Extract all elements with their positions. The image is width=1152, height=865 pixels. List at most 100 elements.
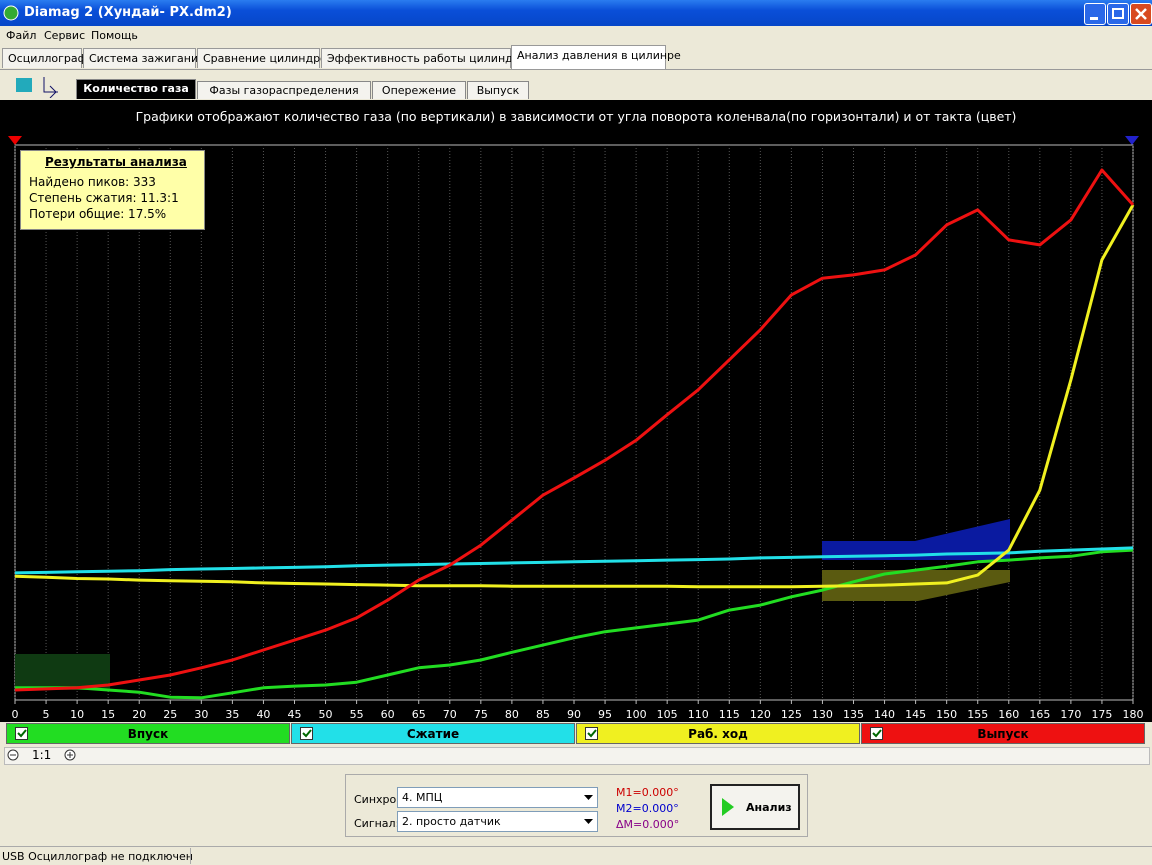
x-tick-label: 160 xyxy=(998,708,1019,721)
phase-zone xyxy=(15,654,110,690)
analyze-button[interactable]: Анализ xyxy=(710,784,800,830)
subtab-active[interactable]: Количество газа xyxy=(76,79,196,99)
x-tick-label: 0 xyxy=(12,708,19,721)
x-tick-label: 75 xyxy=(474,708,488,721)
marker-m2[interactable] xyxy=(1125,136,1139,145)
x-tick-label: 45 xyxy=(288,708,302,721)
x-tick-label: 145 xyxy=(905,708,926,721)
x-tick-label: 90 xyxy=(567,708,581,721)
analyze-label: Анализ xyxy=(746,801,792,814)
x-tick-label: 5 xyxy=(43,708,50,721)
x-tick-label: 50 xyxy=(319,708,333,721)
x-tick-label: 85 xyxy=(536,708,550,721)
zoom-controls xyxy=(7,749,76,761)
legend-item[interactable]: Впуск xyxy=(6,723,290,744)
series-line xyxy=(15,548,1134,700)
tab-border xyxy=(0,69,1152,70)
tab[interactable]: Эффективность работы цилиндров xyxy=(321,48,533,68)
menu-item[interactable]: Помощь xyxy=(91,29,138,42)
minimize-button[interactable] xyxy=(1084,3,1106,25)
x-tick-label: 130 xyxy=(812,708,833,721)
legend-item[interactable]: Сжатие xyxy=(291,723,575,744)
x-tick-label: 30 xyxy=(194,708,208,721)
x-tick-label: 15 xyxy=(101,708,115,721)
x-tick-label: 105 xyxy=(657,708,678,721)
x-tick-label: 135 xyxy=(843,708,864,721)
status-text: USB Осциллограф не подключен xyxy=(2,850,193,863)
tab[interactable]: Осциллограф xyxy=(2,48,87,68)
x-tick-label: 175 xyxy=(1091,708,1112,721)
m1-readout: M1=0.000° xyxy=(616,786,679,799)
subtab[interactable]: Фазы газораспределения xyxy=(197,81,371,99)
legend-label: Раб. ход xyxy=(688,727,748,741)
x-tick-label: 125 xyxy=(781,708,802,721)
legend-checkbox[interactable] xyxy=(870,727,883,740)
x-tick-label: 110 xyxy=(688,708,709,721)
chart-title: Графики отображают количество газа (по в… xyxy=(136,109,1017,124)
legend-label: Выпуск xyxy=(977,727,1029,741)
tool-icon[interactable] xyxy=(16,78,32,92)
status-bar: USB Осциллограф не подключен xyxy=(0,846,1152,865)
scrollbar[interactable] xyxy=(4,747,1150,765)
sync-combobox[interactable]: 4. МПЦ xyxy=(397,787,598,808)
dm-readout: ΔM=0.000° xyxy=(616,818,680,831)
tab[interactable]: Система зажигания xyxy=(83,48,205,68)
x-tick-label: 100 xyxy=(626,708,647,721)
legend-checkbox[interactable] xyxy=(15,727,28,740)
x-tick-label: 120 xyxy=(750,708,771,721)
signal-label: Сигнал: xyxy=(354,817,400,830)
x-tick-label: 40 xyxy=(256,708,270,721)
x-tick-label: 115 xyxy=(719,708,740,721)
x-tick-label: 180 xyxy=(1123,708,1144,721)
x-tick-label: 20 xyxy=(132,708,146,721)
x-tick-label: 25 xyxy=(163,708,177,721)
menu-item[interactable]: Сервис xyxy=(44,29,86,42)
legend-checkbox[interactable] xyxy=(585,727,598,740)
zoom-label: 1:1 xyxy=(32,748,52,762)
signal-value: 2. просто датчик xyxy=(402,815,501,828)
x-tick-label: 35 xyxy=(225,708,239,721)
x-tick-label: 55 xyxy=(350,708,364,721)
legend-item[interactable]: Выпуск xyxy=(861,723,1145,744)
x-tick-label: 140 xyxy=(874,708,895,721)
signal-combobox[interactable]: 2. просто датчик xyxy=(397,811,598,832)
tab-active[interactable]: Анализ давления в цилинре xyxy=(511,45,681,69)
series-line xyxy=(14,204,1135,589)
phase-zone xyxy=(822,519,1010,560)
results-title: Результаты анализа xyxy=(45,155,187,169)
x-tick-label: 65 xyxy=(412,708,426,721)
legend-label: Впуск xyxy=(127,727,169,741)
title-bar: Diamag 2 (Хундай- РХ.dm2) xyxy=(0,0,1152,26)
window-title: Diamag 2 (Хундай- РХ.dm2) xyxy=(24,5,232,20)
control-panel xyxy=(345,774,808,837)
toolbar-icons xyxy=(16,77,58,98)
legend-label: Сжатие xyxy=(406,727,460,741)
tab[interactable]: Сравнение цилиндров xyxy=(197,48,333,68)
marker-m1[interactable] xyxy=(8,136,22,145)
x-tick-label: 165 xyxy=(1029,708,1050,721)
close-button[interactable] xyxy=(1130,3,1152,25)
subtab[interactable]: Выпуск xyxy=(467,81,529,99)
tool-icon[interactable] xyxy=(43,77,58,98)
results-line: Потери общие: 17.5% xyxy=(29,207,167,221)
m2-readout: M2=0.000° xyxy=(616,802,679,815)
app-icon xyxy=(3,5,19,21)
x-tick-label: 80 xyxy=(505,708,519,721)
subtab[interactable]: Опережение xyxy=(372,81,466,99)
maximize-button[interactable] xyxy=(1107,3,1129,25)
x-tick-label: 95 xyxy=(598,708,612,721)
x-tick-label: 170 xyxy=(1060,708,1081,721)
menu-item[interactable]: Файл xyxy=(6,29,37,42)
results-line: Найдено пиков: 333 xyxy=(29,175,156,189)
legend-checkbox[interactable] xyxy=(300,727,313,740)
sync-value: 4. МПЦ xyxy=(402,791,443,804)
x-tick-label: 150 xyxy=(936,708,957,721)
series-line xyxy=(14,168,1135,692)
x-tick-label: 70 xyxy=(443,708,457,721)
x-tick-label: 10 xyxy=(70,708,84,721)
series-line xyxy=(14,546,1134,575)
legend-item[interactable]: Раб. ход xyxy=(576,723,860,744)
x-tick-label: 60 xyxy=(381,708,395,721)
results-line: Степень сжатия: 11.3:1 xyxy=(29,191,179,205)
